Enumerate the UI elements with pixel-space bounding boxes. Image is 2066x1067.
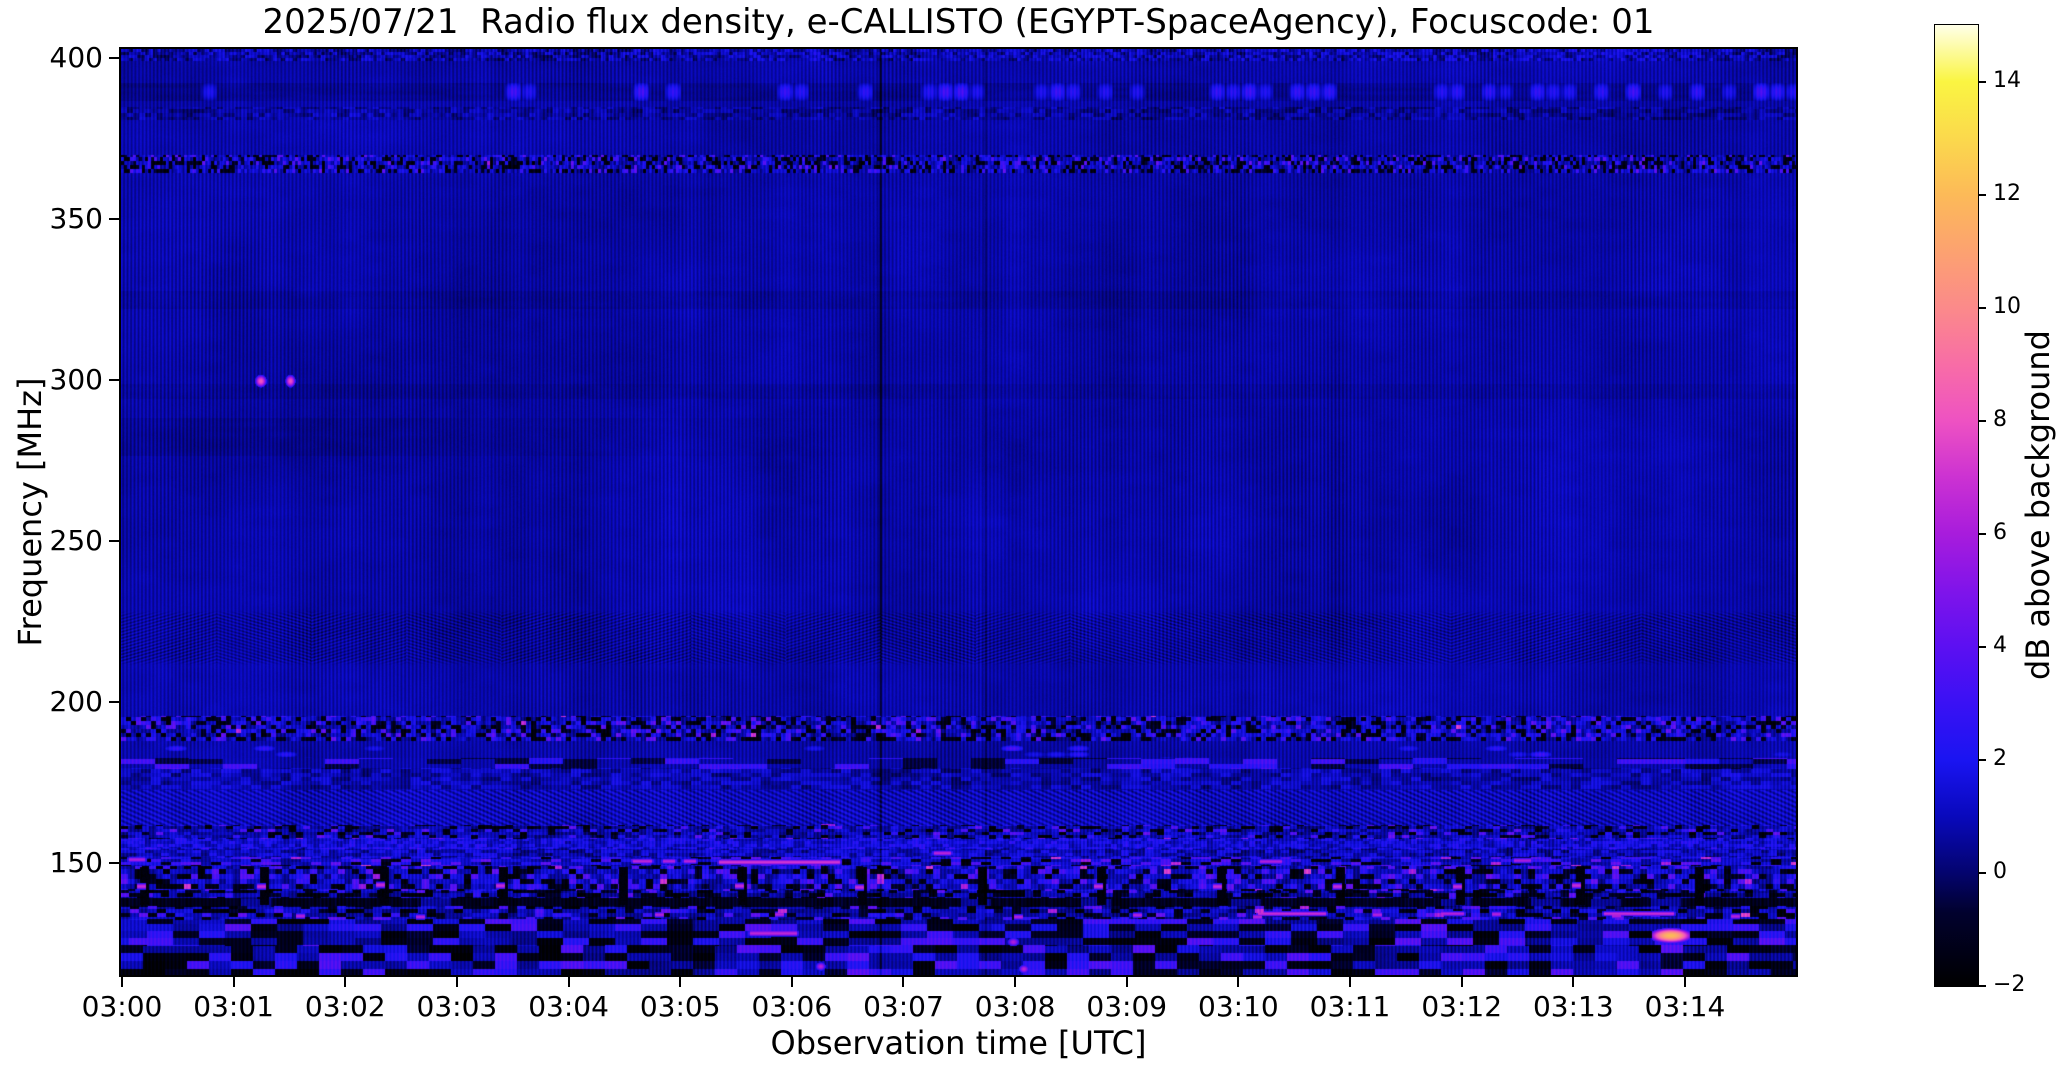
x-tick-label: 03:01 xyxy=(193,990,274,1023)
x-tick-mark xyxy=(1014,977,1017,987)
x-tick-mark xyxy=(1572,977,1575,987)
colorbar-tick-mark xyxy=(1979,306,1986,309)
colorbar-tick-mark xyxy=(1979,871,1986,874)
x-tick-label: 03:03 xyxy=(416,990,498,1023)
x-axis-label: Observation time [UTC] xyxy=(770,1024,1147,1062)
colorbar xyxy=(1934,24,1979,987)
y-tick-label: 150 xyxy=(49,846,103,879)
y-tick-label: 200 xyxy=(49,685,103,718)
colorbar-tick-mark xyxy=(1979,419,1986,422)
colorbar-tick-label: 0 xyxy=(1993,858,2007,884)
y-axis-label: Frequency [MHz] xyxy=(11,377,49,647)
y-tick-label: 300 xyxy=(49,363,103,396)
x-tick-label: 03:00 xyxy=(81,990,163,1023)
colorbar-tick-mark xyxy=(1979,645,1986,648)
colorbar-tick-mark xyxy=(1979,532,1986,535)
x-tick-label: 03:06 xyxy=(751,990,833,1023)
x-tick-label: 03:04 xyxy=(528,990,609,1023)
x-tick-mark xyxy=(1349,977,1352,987)
x-tick-mark xyxy=(344,977,347,987)
chart-title: 2025/07/21 Radio flux density, e-CALLIST… xyxy=(262,2,1655,42)
x-tick-mark xyxy=(1460,977,1463,987)
x-tick-mark xyxy=(121,977,123,987)
x-tick-mark xyxy=(902,977,905,987)
colorbar-tick-label: 2 xyxy=(1993,745,2007,771)
x-tick-label: 03:02 xyxy=(304,990,386,1023)
colorbar-tick-mark xyxy=(1979,80,1986,83)
colorbar-tick-label: 14 xyxy=(1993,67,2021,93)
y-tick-mark xyxy=(109,57,119,59)
x-tick-label: 03:09 xyxy=(1086,990,1168,1023)
x-tick-label: 03:12 xyxy=(1421,990,1503,1023)
x-tick-label: 03:05 xyxy=(639,990,721,1023)
y-tick-mark xyxy=(109,540,119,542)
y-tick-mark xyxy=(109,379,119,381)
colorbar-tick-label: 4 xyxy=(1993,632,2007,658)
colorbar-label: dB above background xyxy=(2019,330,2057,680)
colorbar-tick-label: 6 xyxy=(1993,519,2007,545)
y-tick-mark xyxy=(109,701,119,703)
x-tick-label: 03:13 xyxy=(1532,990,1614,1023)
x-tick-label: 03:14 xyxy=(1644,990,1726,1023)
colorbar-tick-label: 8 xyxy=(1993,406,2007,432)
x-tick-label: 03:11 xyxy=(1309,990,1391,1023)
y-tick-label: 250 xyxy=(49,524,103,557)
x-tick-mark xyxy=(567,977,570,987)
y-tick-mark xyxy=(109,218,119,220)
x-tick-label: 03:08 xyxy=(974,990,1056,1023)
x-tick-label: 03:07 xyxy=(863,990,944,1023)
x-tick-mark xyxy=(790,977,793,987)
x-tick-mark xyxy=(232,977,235,987)
colorbar-tick-mark xyxy=(1979,985,1986,987)
spectrogram-canvas xyxy=(121,49,1796,975)
colorbar-tick-mark xyxy=(1979,758,1986,761)
colorbar-gradient xyxy=(1935,25,1978,986)
x-tick-mark xyxy=(1683,977,1686,987)
colorbar-tick-label: 12 xyxy=(1993,180,2021,206)
colorbar-tick-label: −2 xyxy=(1993,972,2026,997)
y-tick-mark xyxy=(109,862,119,864)
colorbar-tick-mark xyxy=(1979,193,1986,196)
x-tick-mark xyxy=(1237,977,1240,987)
x-tick-mark xyxy=(679,977,682,987)
y-tick-label: 400 xyxy=(49,41,103,74)
x-tick-label: 03:10 xyxy=(1198,990,1279,1023)
y-tick-label: 350 xyxy=(49,202,103,235)
x-tick-mark xyxy=(1125,977,1128,987)
colorbar-tick-label: 10 xyxy=(1993,293,2021,319)
x-tick-mark xyxy=(455,977,458,987)
